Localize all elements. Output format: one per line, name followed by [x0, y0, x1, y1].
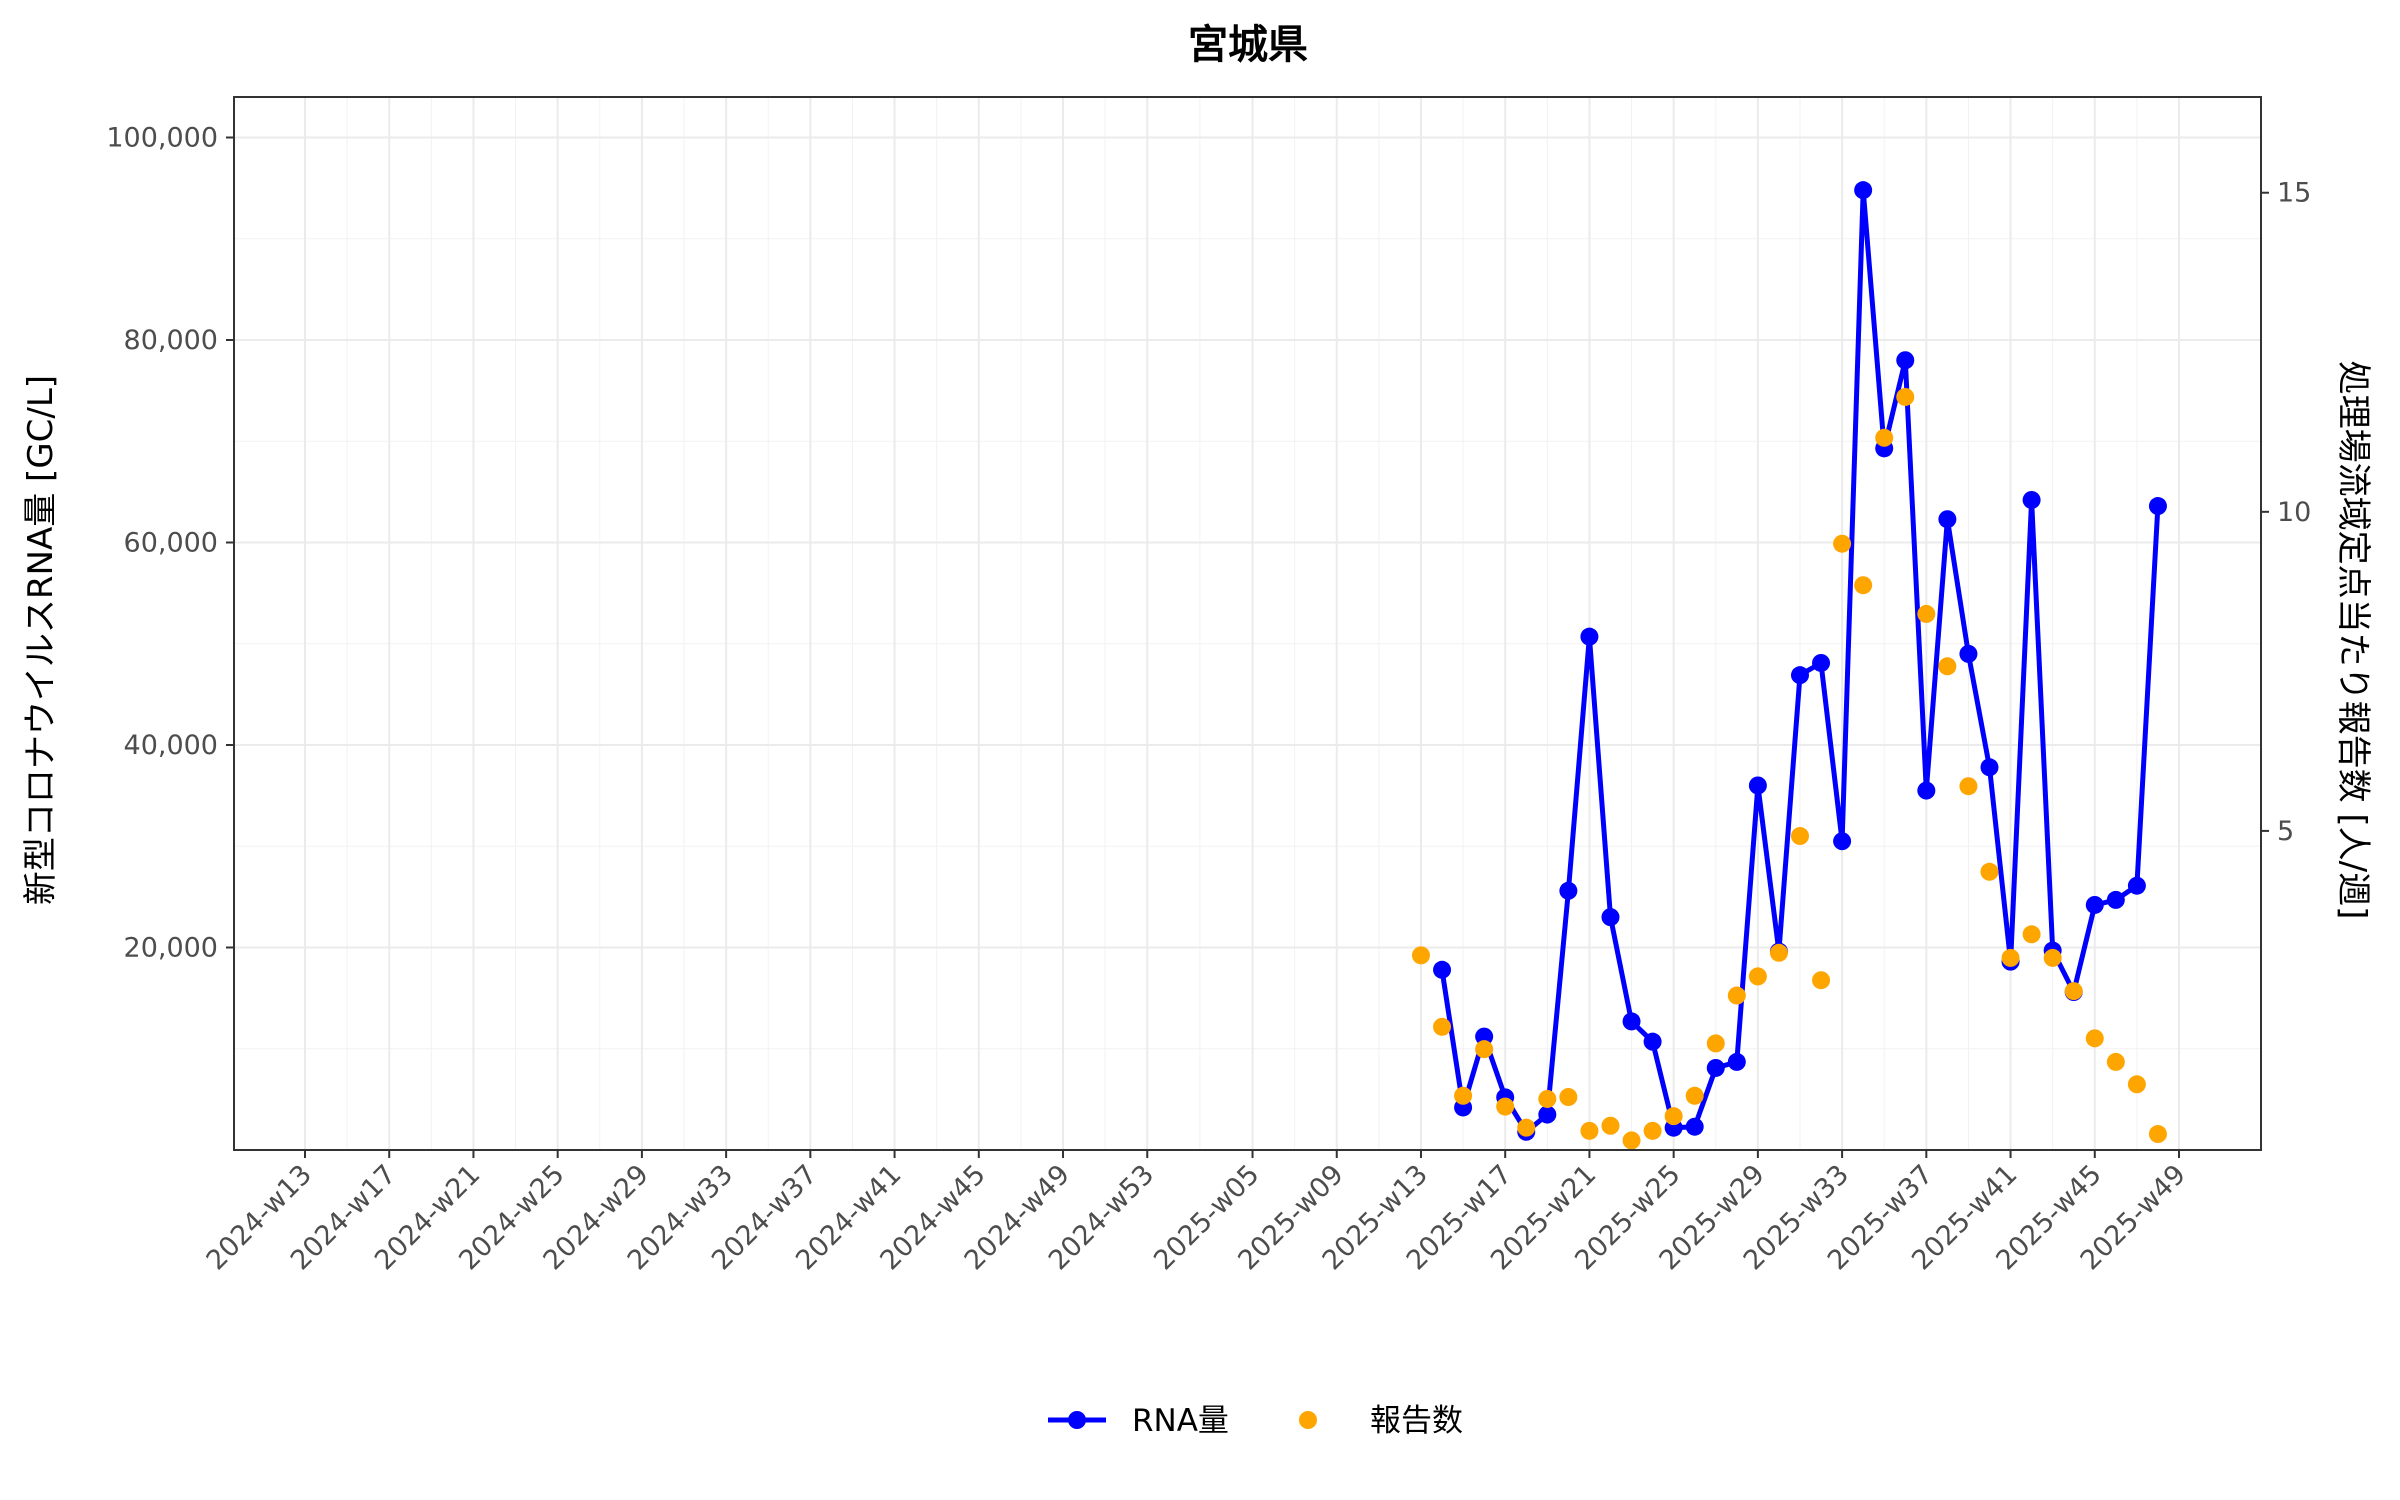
series-reports-point	[1580, 1121, 1599, 1140]
series-reports-point	[1559, 1088, 1578, 1107]
legend-rna-label: RNA量	[1132, 1403, 1229, 1439]
series-rna-point	[2127, 876, 2146, 895]
series-rna-point	[1706, 1058, 1725, 1077]
series-reports-point	[2064, 982, 2083, 1001]
y-left-tick-label: 60,000	[124, 528, 218, 559]
legend-rna-swatch-point	[1068, 1411, 1086, 1429]
series-rna-point	[1559, 881, 1578, 900]
legend-reports-label: 報告数	[1370, 1403, 1463, 1439]
series-reports-point	[1875, 428, 1894, 447]
series-reports-point	[1454, 1086, 1473, 1105]
series-reports-point	[1727, 986, 1746, 1005]
series-group	[1411, 181, 2167, 1150]
panel-border	[233, 96, 2262, 1151]
series-reports-point	[2148, 1125, 2167, 1144]
y-left-tick-label: 40,000	[124, 730, 218, 761]
series-rna-point	[1917, 781, 1936, 800]
series-reports-point	[1664, 1107, 1683, 1126]
series-reports-point	[1475, 1040, 1494, 1059]
chart-title: 宮城県	[1188, 22, 1308, 68]
series-reports-point	[2106, 1052, 2125, 1071]
series-reports-point	[2001, 948, 2020, 967]
series-rna-point	[1622, 1012, 1641, 1031]
legend: RNA量 報告数	[1048, 1403, 1463, 1439]
series-rna-point	[1854, 181, 1873, 200]
series-rna-point	[1833, 832, 1852, 851]
series-rna-point	[1685, 1117, 1704, 1136]
series-rna-point	[1475, 1027, 1494, 1046]
y-axis-left-title: 新型コロナウイルスRNA量 [GC/L]	[21, 375, 61, 905]
grid-layer	[234, 97, 2261, 1150]
series-rna-point	[1896, 351, 1915, 370]
y-right-tick-label: 15	[2277, 178, 2311, 209]
series-reports-point	[1959, 777, 1978, 796]
series-rna-point	[2148, 497, 2167, 516]
series-reports-point	[1790, 827, 1809, 846]
series-reports-point	[1517, 1118, 1536, 1137]
series-reports-point	[1411, 946, 1430, 965]
series-reports-point	[1685, 1086, 1704, 1105]
series-reports-point	[2127, 1075, 2146, 1094]
y-right-tick-label: 5	[2277, 816, 2294, 847]
series-reports-point	[1706, 1034, 1725, 1053]
series-reports-point	[2022, 925, 2041, 944]
series-reports-point	[1538, 1089, 1557, 1108]
series-rna-point	[1748, 776, 1767, 795]
series-rna-point	[2106, 890, 2125, 909]
series-reports-point	[1433, 1017, 1452, 1036]
series-reports-point	[1938, 657, 1957, 676]
series-reports-point	[1896, 387, 1915, 406]
series-reports-point	[1833, 534, 1852, 553]
series-rna-point	[1601, 908, 1620, 927]
series-rna-point	[1538, 1105, 1557, 1124]
series-reports-point	[1622, 1131, 1641, 1150]
panel-background	[234, 97, 2261, 1150]
series-reports-point	[1980, 862, 1999, 881]
series-reports-point	[1812, 971, 1831, 990]
series-reports-point	[2085, 1029, 2104, 1048]
y-left-tick-label: 80,000	[124, 325, 218, 356]
series-rna-point	[1980, 758, 1999, 777]
series-reports-point	[1769, 943, 1788, 962]
y-left-tick-label: 20,000	[124, 933, 218, 964]
series-rna-point	[2085, 895, 2104, 914]
series-reports-point	[1917, 604, 1936, 623]
series-reports-point	[1496, 1097, 1515, 1116]
series-reports-point	[1601, 1116, 1620, 1135]
series-rna-point	[1433, 960, 1452, 979]
y-left-tick-label: 100,000	[106, 123, 218, 154]
series-reports-point	[2043, 948, 2062, 967]
data-layer	[1411, 181, 2167, 1150]
series-rna-point	[1790, 666, 1809, 685]
series-rna-point	[2022, 490, 2041, 509]
y-axis-right-title: 処理場流域定点当たり報告数 [人/週]	[2333, 361, 2373, 920]
legend-reports-swatch-point	[1299, 1411, 1317, 1429]
series-reports-point	[1748, 967, 1767, 986]
series-rna-point	[1938, 510, 1957, 529]
series-rna-point	[1727, 1052, 1746, 1071]
series-rna-point	[1643, 1032, 1662, 1051]
series-reports-point	[1854, 576, 1873, 595]
series-reports-point	[1643, 1121, 1662, 1140]
series-rna-point	[1959, 644, 1978, 663]
y-right-tick-label: 10	[2277, 497, 2311, 528]
series-rna-point	[1580, 627, 1599, 646]
series-rna-point	[1812, 653, 1831, 672]
